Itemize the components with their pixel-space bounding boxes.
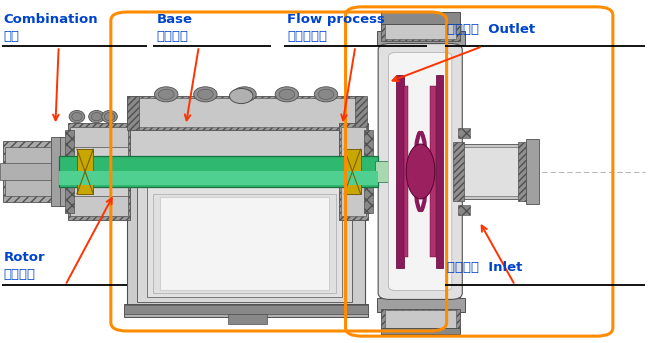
Bar bbox=[458, 205, 470, 215]
Ellipse shape bbox=[314, 87, 338, 102]
Bar bbox=[153, 194, 336, 293]
Bar bbox=[60, 137, 68, 206]
Bar bbox=[228, 314, 267, 324]
Bar bbox=[127, 129, 365, 312]
Bar bbox=[65, 130, 74, 213]
Bar bbox=[160, 197, 329, 290]
Text: 吸入短管  Inlet: 吸入短管 Inlet bbox=[447, 261, 522, 274]
Ellipse shape bbox=[233, 87, 256, 102]
Text: Base: Base bbox=[156, 13, 192, 26]
Bar bbox=[518, 142, 528, 201]
Bar bbox=[381, 21, 460, 41]
Ellipse shape bbox=[69, 110, 85, 123]
FancyBboxPatch shape bbox=[389, 52, 452, 291]
Ellipse shape bbox=[89, 110, 104, 123]
Ellipse shape bbox=[158, 89, 174, 99]
Ellipse shape bbox=[230, 88, 253, 104]
Bar bbox=[450, 45, 458, 298]
Text: 过流件部位: 过流件部位 bbox=[287, 30, 327, 43]
Text: 泵联: 泵联 bbox=[3, 30, 20, 43]
Bar bbox=[383, 45, 391, 298]
FancyArrowPatch shape bbox=[417, 173, 433, 210]
Bar bbox=[396, 75, 404, 268]
Bar bbox=[381, 27, 460, 316]
Bar bbox=[364, 130, 373, 213]
Ellipse shape bbox=[91, 113, 102, 121]
Bar bbox=[51, 137, 63, 206]
Bar bbox=[453, 144, 531, 199]
Bar bbox=[339, 123, 368, 220]
Bar bbox=[341, 127, 366, 216]
Bar bbox=[70, 127, 128, 216]
Bar bbox=[3, 141, 59, 202]
Bar bbox=[381, 12, 460, 24]
Bar bbox=[404, 86, 408, 257]
Bar bbox=[147, 187, 342, 297]
Bar bbox=[137, 182, 352, 302]
Ellipse shape bbox=[279, 89, 295, 99]
Ellipse shape bbox=[198, 89, 213, 99]
FancyArrowPatch shape bbox=[417, 133, 433, 170]
Bar bbox=[355, 96, 367, 130]
Ellipse shape bbox=[275, 87, 299, 102]
Bar bbox=[129, 98, 360, 127]
Ellipse shape bbox=[155, 87, 178, 102]
Bar bbox=[344, 149, 361, 194]
Bar bbox=[0, 163, 62, 180]
FancyBboxPatch shape bbox=[378, 44, 462, 299]
Bar bbox=[385, 31, 456, 312]
Bar bbox=[453, 142, 464, 201]
Bar bbox=[68, 123, 130, 220]
Bar bbox=[127, 96, 362, 130]
Bar bbox=[59, 156, 378, 187]
FancyArrowPatch shape bbox=[409, 133, 425, 170]
Bar bbox=[375, 161, 414, 182]
Bar bbox=[377, 298, 465, 312]
Ellipse shape bbox=[318, 89, 334, 99]
Text: Flow process: Flow process bbox=[287, 13, 385, 26]
Bar bbox=[455, 147, 529, 196]
Bar bbox=[385, 21, 456, 39]
Bar bbox=[385, 310, 456, 329]
Bar bbox=[526, 139, 539, 204]
Bar bbox=[381, 328, 460, 334]
Bar bbox=[127, 96, 139, 130]
Bar bbox=[381, 309, 460, 329]
Ellipse shape bbox=[406, 144, 435, 199]
Bar bbox=[458, 128, 470, 138]
Text: 转子部位: 转子部位 bbox=[3, 268, 35, 281]
Bar bbox=[430, 86, 436, 257]
Text: 吐出短管  Outlet: 吐出短管 Outlet bbox=[447, 23, 535, 36]
Bar bbox=[77, 149, 93, 194]
Bar bbox=[70, 147, 128, 196]
Text: Combination: Combination bbox=[3, 13, 98, 26]
Text: 托架部位: 托架部位 bbox=[156, 30, 188, 43]
Bar bbox=[124, 305, 368, 314]
Bar bbox=[124, 304, 368, 317]
Bar bbox=[436, 75, 443, 268]
Text: Rotor: Rotor bbox=[3, 251, 45, 264]
Ellipse shape bbox=[72, 113, 82, 121]
FancyArrowPatch shape bbox=[409, 173, 425, 210]
Ellipse shape bbox=[102, 110, 117, 123]
Bar bbox=[5, 147, 57, 196]
Bar bbox=[377, 31, 465, 45]
Ellipse shape bbox=[194, 87, 217, 102]
Bar bbox=[59, 171, 378, 185]
Ellipse shape bbox=[237, 89, 252, 99]
Ellipse shape bbox=[104, 113, 115, 121]
